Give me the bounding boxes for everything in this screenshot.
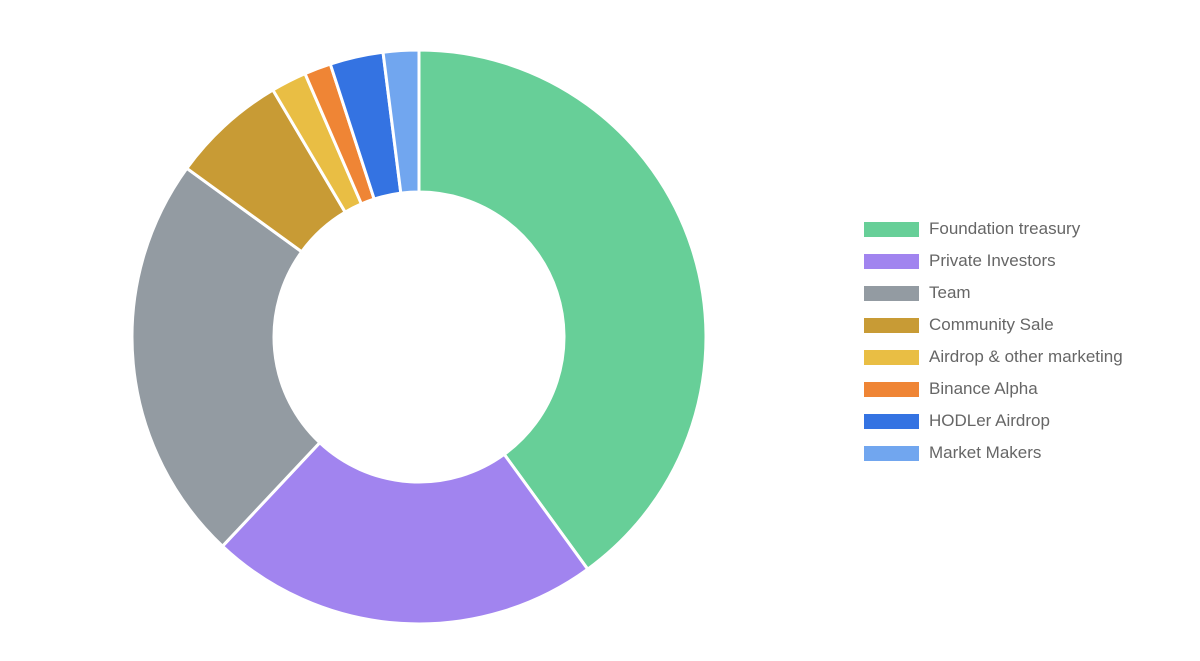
legend-label: Team <box>929 283 971 302</box>
legend-label: HODLer Airdrop <box>929 411 1050 430</box>
legend-swatch <box>864 413 919 429</box>
legend-label: Airdrop & other marketing <box>929 347 1123 366</box>
legend-swatch <box>864 285 919 301</box>
legend-item[interactable]: Team <box>864 277 1123 309</box>
chart-legend: Foundation treasury Private Investors Te… <box>864 213 1123 469</box>
legend-label: Community Sale <box>929 315 1054 334</box>
legend-item[interactable]: HODLer Airdrop <box>864 405 1123 437</box>
legend-item[interactable]: Community Sale <box>864 309 1123 341</box>
legend-swatch <box>864 381 919 397</box>
legend-item[interactable]: Private Investors <box>864 245 1123 277</box>
legend-label: Private Investors <box>929 251 1056 270</box>
legend-swatch <box>864 445 919 461</box>
legend-swatch <box>864 349 919 365</box>
legend-label: Binance Alpha <box>929 379 1038 398</box>
legend-item[interactable]: Market Makers <box>864 437 1123 469</box>
legend-swatch <box>864 221 919 237</box>
donut-slice[interactable] <box>381 48 421 195</box>
legend-item[interactable]: Foundation treasury <box>864 213 1123 245</box>
legend-label: Foundation treasury <box>929 219 1081 238</box>
legend-swatch <box>864 317 919 333</box>
donut-slice[interactable] <box>221 441 590 626</box>
legend-swatch <box>864 253 919 269</box>
donut-slice[interactable] <box>130 166 322 548</box>
legend-label: Market Makers <box>929 443 1042 462</box>
legend-item[interactable]: Binance Alpha <box>864 373 1123 405</box>
donut-slice[interactable] <box>417 48 708 571</box>
legend-item[interactable]: Airdrop & other marketing <box>864 341 1123 373</box>
